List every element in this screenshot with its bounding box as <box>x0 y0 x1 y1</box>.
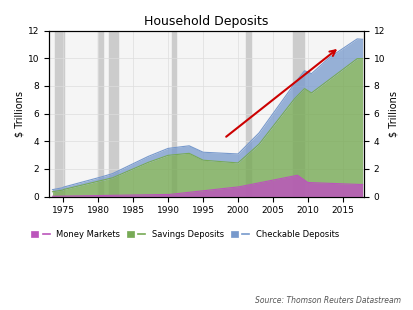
Text: Source: Thomson Reuters Datastream: Source: Thomson Reuters Datastream <box>254 296 401 305</box>
Bar <box>247 31 251 197</box>
Bar <box>55 31 64 197</box>
Bar <box>293 31 304 197</box>
Title: Household Deposits: Household Deposits <box>144 15 269 28</box>
Legend: Money Markets, Savings Deposits, Checkable Deposits: Money Markets, Savings Deposits, Checkab… <box>28 227 342 242</box>
Y-axis label: $ Trillions: $ Trillions <box>388 91 398 137</box>
Y-axis label: $ Trillions: $ Trillions <box>15 91 25 137</box>
Bar <box>109 31 118 197</box>
Bar <box>172 31 176 197</box>
Bar <box>98 31 103 197</box>
